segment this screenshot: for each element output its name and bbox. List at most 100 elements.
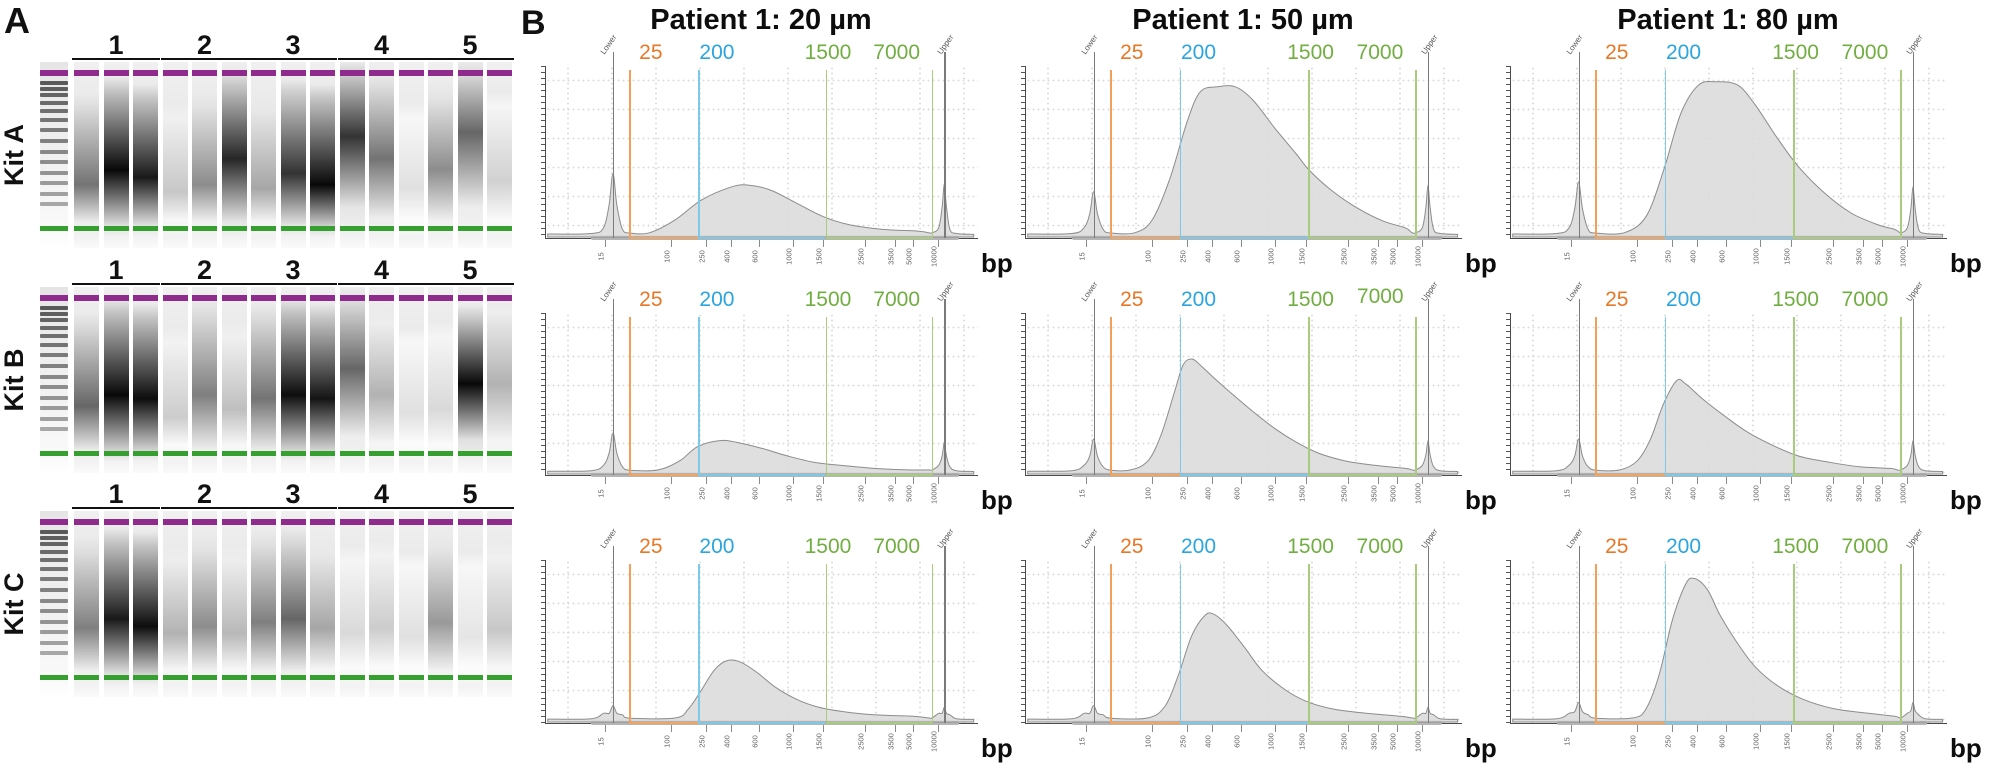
region-baseline-segment bbox=[1110, 722, 1180, 724]
marker-label-200: 200 bbox=[699, 41, 735, 64]
gel-upper-marker-band bbox=[457, 519, 483, 525]
x-tick-mark bbox=[758, 239, 760, 247]
x-tick-mark bbox=[1906, 476, 1908, 484]
x-tick-label: 400 bbox=[1688, 487, 1698, 500]
x-tick-mark bbox=[705, 476, 707, 484]
x-axis-unit-label: bp bbox=[1465, 733, 1497, 763]
gel-upper-marker-band bbox=[280, 519, 306, 525]
gel-lane-group-underline bbox=[72, 58, 160, 60]
electropherogram-plot bbox=[1021, 299, 1462, 477]
marker-label-25: 25 bbox=[1605, 41, 1629, 64]
x-tick-mark bbox=[605, 239, 607, 247]
marker-line-1500 bbox=[1308, 564, 1310, 723]
gel-lower-marker-band bbox=[40, 675, 68, 680]
x-tick-mark bbox=[1378, 476, 1380, 484]
x-tick-mark bbox=[1212, 239, 1214, 247]
x-tick-label: 1500 bbox=[1782, 248, 1792, 265]
gel-row-label-kit-b: Kit B bbox=[0, 348, 29, 412]
x-tick-label: 250 bbox=[1663, 250, 1673, 263]
x-tick-mark bbox=[1187, 724, 1189, 732]
marker-label-1500: 1500 bbox=[1772, 288, 1819, 311]
gel-upper-marker-band bbox=[103, 295, 129, 301]
gel-lane-group-number: 3 bbox=[285, 255, 301, 285]
x-tick-label: 100 bbox=[1628, 487, 1638, 500]
dna-size-distribution-curve bbox=[547, 173, 975, 238]
marker-line-1500 bbox=[1793, 70, 1795, 238]
marker-line-200 bbox=[1664, 317, 1667, 475]
gel-image bbox=[36, 287, 518, 473]
x-tick-label: 5000 bbox=[904, 248, 914, 265]
marker-line-200 bbox=[1179, 70, 1182, 238]
x-tick-mark bbox=[864, 724, 866, 732]
x-tick-label: 3500 bbox=[1369, 485, 1379, 502]
region-baseline-segment bbox=[629, 237, 699, 239]
x-tick-mark bbox=[1347, 724, 1349, 732]
x-tick-mark bbox=[730, 476, 732, 484]
marker-label-200: 200 bbox=[1665, 535, 1702, 558]
marker-label-7000: 7000 bbox=[1841, 288, 1889, 311]
x-tick-mark bbox=[1151, 724, 1153, 732]
marker-label-1500: 1500 bbox=[804, 288, 852, 311]
marker-line-25 bbox=[1595, 317, 1597, 475]
x-tick-label: 5000 bbox=[904, 485, 914, 502]
region-baseline-segment bbox=[1308, 722, 1416, 724]
x-tick-mark bbox=[938, 476, 940, 484]
gel-sample-lane bbox=[369, 62, 394, 248]
marker-line-lower bbox=[1578, 299, 1581, 475]
marker-label-25: 25 bbox=[1120, 288, 1144, 311]
marker-line-7000 bbox=[1900, 70, 1902, 238]
gel-upper-marker-band bbox=[428, 519, 453, 525]
marker-line-lower bbox=[1093, 546, 1096, 723]
x-tick-label: 1000 bbox=[1751, 485, 1761, 502]
x-tick-label: 600 bbox=[750, 487, 760, 500]
x-tick-label: 10000 bbox=[1898, 483, 1908, 504]
x-tick-mark bbox=[913, 476, 915, 484]
x-tick-mark bbox=[1187, 239, 1189, 247]
gel-ladder-band bbox=[40, 630, 68, 635]
x-tick-mark bbox=[1760, 476, 1762, 484]
gel-lower-marker-band bbox=[280, 675, 306, 680]
marker-line-7000 bbox=[1415, 317, 1417, 475]
gel-ladder-band bbox=[40, 535, 68, 540]
x-tick-label: 10000 bbox=[929, 731, 939, 752]
gel-lower-marker-band bbox=[162, 675, 188, 680]
electropherogram-plot bbox=[1506, 52, 1947, 240]
marker-line-1500 bbox=[825, 70, 827, 238]
y-axis-ticks bbox=[1021, 66, 1025, 238]
x-tick-label: 400 bbox=[1203, 735, 1213, 748]
x-tick-label: 5000 bbox=[1873, 733, 1883, 750]
marker-line-lower bbox=[1093, 52, 1096, 238]
x-tick-label: 2500 bbox=[856, 248, 866, 265]
x-tick-label: 5000 bbox=[1388, 248, 1398, 265]
gel-sample-lane bbox=[251, 511, 276, 697]
gel-lower-marker-band bbox=[339, 675, 365, 680]
x-tick-mark bbox=[1396, 476, 1398, 484]
region-baseline-segment bbox=[698, 722, 826, 724]
gel-sample-lane bbox=[74, 287, 99, 473]
region-baseline-segment bbox=[825, 474, 932, 476]
x-tick-mark bbox=[1086, 476, 1088, 484]
y-axis-ticks bbox=[541, 560, 545, 723]
gel-sample-lane bbox=[369, 511, 394, 697]
y-axis-ticks bbox=[1021, 560, 1025, 723]
gel-ladder-band bbox=[40, 192, 68, 197]
gel-ladder-band bbox=[40, 651, 68, 656]
marker-line-upper bbox=[1427, 299, 1430, 475]
region-baseline-segment bbox=[1664, 474, 1794, 476]
x-tick-mark bbox=[1863, 724, 1865, 732]
gel-lane-group-number: 1 bbox=[108, 479, 124, 509]
x-tick-label: 3500 bbox=[1854, 485, 1864, 502]
x-tick-mark bbox=[1396, 724, 1398, 732]
gel-lane-group-underline bbox=[426, 283, 514, 285]
dna-size-distribution-curve bbox=[1512, 378, 1944, 475]
marker-line-upper bbox=[1912, 52, 1915, 238]
gel-lower-marker-band bbox=[457, 451, 483, 456]
region-baseline-segment bbox=[1308, 474, 1416, 476]
gel-lane-group-number: 2 bbox=[196, 479, 213, 509]
gel-ladder-band bbox=[40, 406, 68, 411]
region-baseline-segment bbox=[629, 722, 699, 724]
marker-label-strip: Lower 25 200 1500 7000 Upper bbox=[1510, 33, 1946, 66]
marker-line-lower bbox=[1578, 52, 1581, 238]
gel-sample-lane bbox=[339, 62, 365, 248]
x-tick-mark bbox=[1636, 476, 1638, 484]
